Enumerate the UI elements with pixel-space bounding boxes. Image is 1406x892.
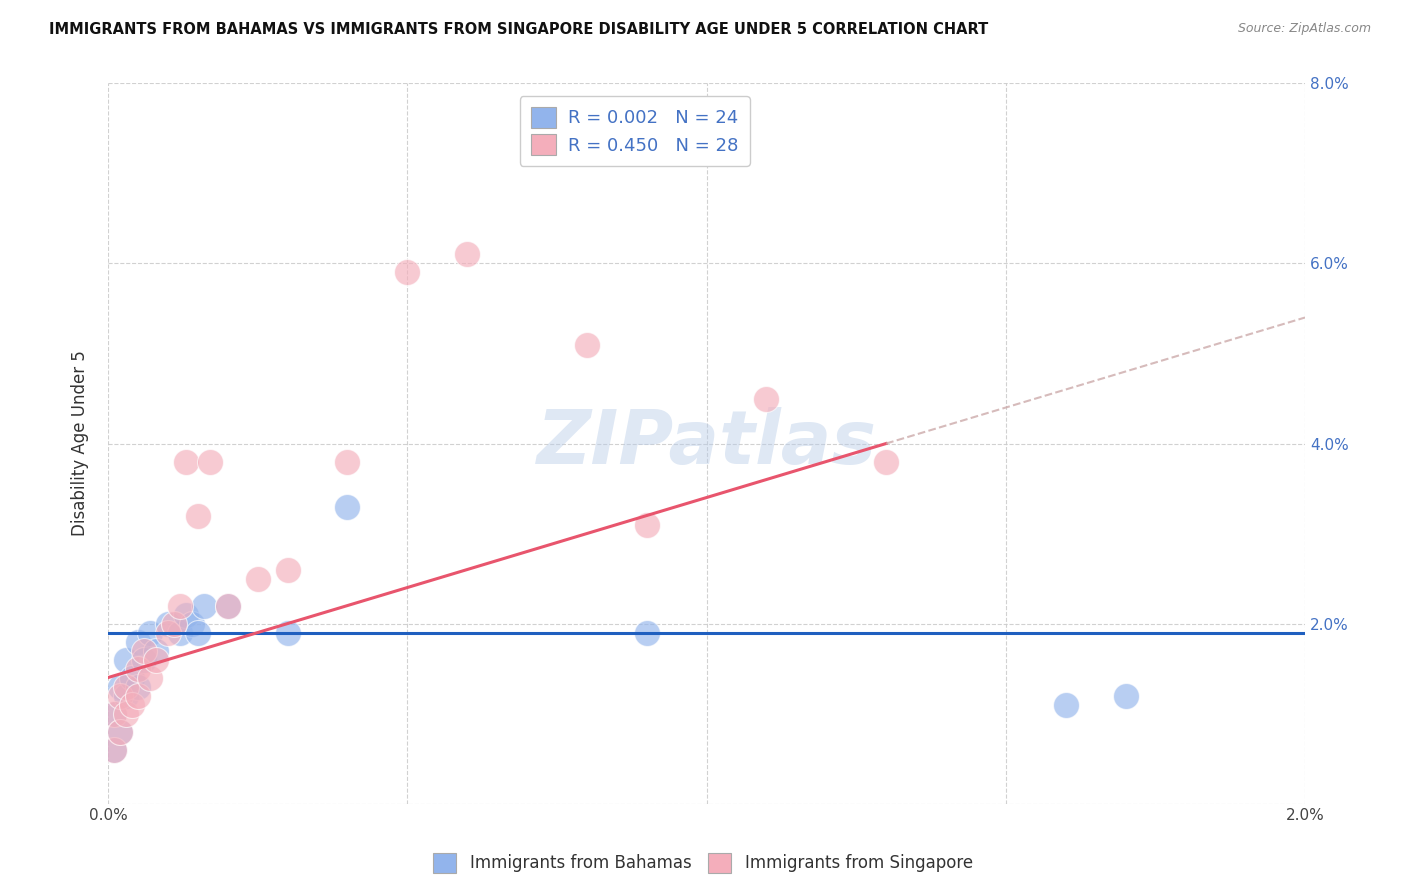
Point [169,599,191,613]
Point [103,742,125,756]
Point [103,706,125,721]
Point [1115,689,1137,703]
Point [187,508,209,523]
Point [169,625,191,640]
Point [636,625,658,640]
Point [108,724,131,739]
Point [456,247,478,261]
Y-axis label: Disability Age Under 5: Disability Age Under 5 [72,351,89,536]
Point [121,698,143,712]
Point [121,671,143,685]
Point [103,742,125,756]
Point [193,599,215,613]
Point [174,454,197,468]
Point [875,454,897,468]
Point [127,634,149,648]
Legend: R = 0.002   N = 24, R = 0.450   N = 28: R = 0.002 N = 24, R = 0.450 N = 28 [520,96,749,166]
Point [108,680,131,694]
Point [115,652,138,666]
Point [127,662,149,676]
Point [139,625,162,640]
Point [1054,698,1077,712]
Point [755,392,778,406]
Point [127,689,149,703]
Point [575,337,598,351]
Point [156,625,179,640]
Point [163,616,186,631]
Point [277,625,299,640]
Point [108,689,131,703]
Legend: Immigrants from Bahamas, Immigrants from Singapore: Immigrants from Bahamas, Immigrants from… [426,847,980,880]
Point [108,724,131,739]
Text: IMMIGRANTS FROM BAHAMAS VS IMMIGRANTS FROM SINGAPORE DISABILITY AGE UNDER 5 CORR: IMMIGRANTS FROM BAHAMAS VS IMMIGRANTS FR… [49,22,988,37]
Point [174,607,197,622]
Point [115,706,138,721]
Point [336,454,359,468]
Point [217,599,239,613]
Point [180,616,202,631]
Point [277,563,299,577]
Point [127,680,149,694]
Point [636,517,658,532]
Point [145,643,167,657]
Point [103,706,125,721]
Point [187,625,209,640]
Point [115,689,138,703]
Point [132,652,155,666]
Point [396,265,419,279]
Point [217,599,239,613]
Point [132,643,155,657]
Point [139,671,162,685]
Text: Source: ZipAtlas.com: Source: ZipAtlas.com [1237,22,1371,36]
Point [115,680,138,694]
Point [336,500,359,514]
Point [198,454,221,468]
Point [145,652,167,666]
Point [246,572,269,586]
Text: ZIPatlas: ZIPatlas [537,407,876,480]
Point [156,616,179,631]
